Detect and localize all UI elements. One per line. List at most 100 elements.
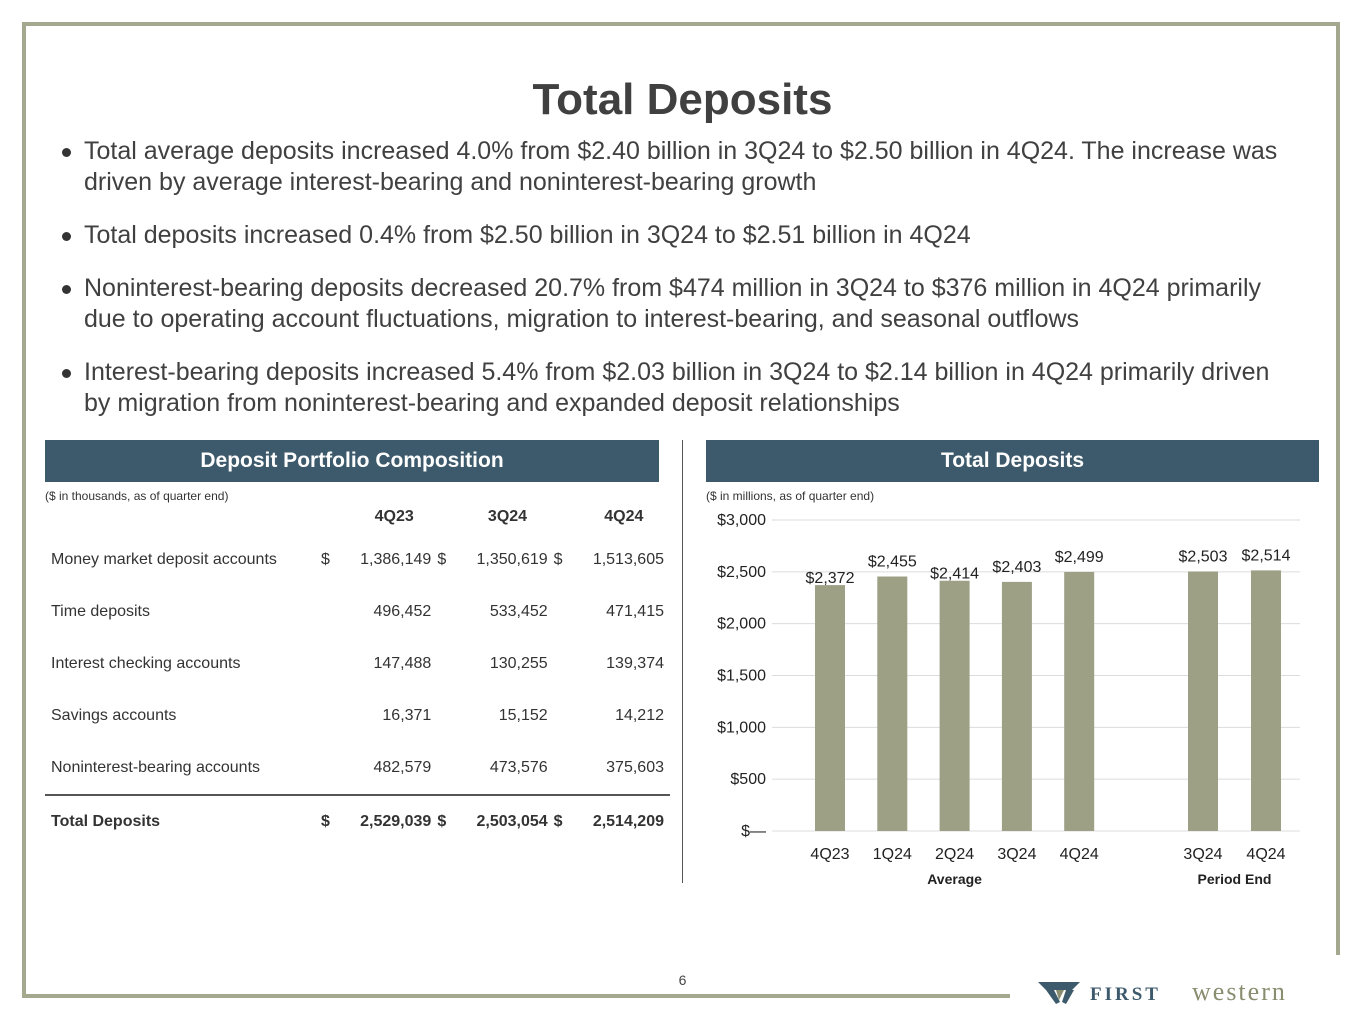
bullet-list: Total average deposits increased 4.0% fr… xyxy=(60,136,1300,441)
table-row: Money market deposit accounts $ 1,386,14… xyxy=(45,534,670,586)
data-label: $2,455 xyxy=(868,553,917,570)
table-row: Time deposits 496,452 533,452 471,415 xyxy=(45,586,670,638)
cell-value: 130,255 xyxy=(489,655,548,672)
currency-sign xyxy=(437,742,451,795)
group-label: Average xyxy=(927,871,982,887)
bullet-item: Interest-bearing deposits increased 5.4%… xyxy=(60,357,1300,419)
data-label: $2,499 xyxy=(1055,549,1104,566)
bullet-text: Total average deposits increased 4.0% fr… xyxy=(84,137,1278,196)
x-tick-label: 4Q24 xyxy=(1060,846,1099,863)
currency-sign xyxy=(554,690,568,742)
currency-sign: $ xyxy=(437,794,452,848)
cell-value: 1,513,605 xyxy=(592,551,664,568)
table-row: Savings accounts 16,371 15,152 14,212 xyxy=(45,690,670,742)
cell-value: 1,350,619 xyxy=(476,551,548,568)
page-number: 6 xyxy=(678,972,687,988)
table-row: Interest checking accounts 147,488 130,2… xyxy=(45,638,670,690)
y-tick-label: $2,500 xyxy=(717,564,766,581)
bullet-text: Noninterest-bearing deposits decreased 2… xyxy=(84,274,1262,333)
y-tick-label: $3,000 xyxy=(717,512,766,529)
currency-sign: $ xyxy=(321,551,330,568)
total-deposits-note: ($ in millions, as of quarter end) xyxy=(706,489,875,503)
cell-value: 533,452 xyxy=(489,603,548,620)
group-label: Period End xyxy=(1198,871,1272,887)
row-label: Time deposits xyxy=(51,603,150,620)
x-tick-label: 4Q23 xyxy=(810,846,849,863)
logo-mark-icon xyxy=(1038,982,1080,1004)
y-tick-label: $1,000 xyxy=(717,719,766,736)
currency-sign xyxy=(554,586,568,638)
bullet-dot xyxy=(62,148,71,157)
currency-sign xyxy=(554,742,568,795)
row-label: Savings accounts xyxy=(51,707,177,724)
bullet-dot xyxy=(62,232,71,241)
cell-value: 375,603 xyxy=(606,759,664,776)
currency-sign xyxy=(321,586,335,638)
currency-sign: $ xyxy=(553,551,563,568)
bar xyxy=(877,576,908,831)
table-total-row: Total Deposits $ 2,529,039 $ 2,503,054 $… xyxy=(45,794,670,848)
data-label: $2,503 xyxy=(1179,549,1228,566)
panel-divider xyxy=(682,440,683,883)
x-tick-label: 3Q24 xyxy=(997,846,1036,863)
bar xyxy=(1251,570,1281,831)
cell-value: 482,579 xyxy=(373,759,432,776)
x-tick-label: 3Q24 xyxy=(1183,846,1222,863)
slide-frame xyxy=(22,22,1340,998)
currency-sign: $ xyxy=(553,794,568,848)
bar xyxy=(1064,571,1095,831)
cell-value: 147,488 xyxy=(373,655,432,672)
currency-sign xyxy=(321,638,335,690)
bullet-text: Total deposits increased 0.4% from $2.50… xyxy=(84,221,971,249)
firstwestern-logo: FIRST western xyxy=(1038,978,1287,1006)
cell-value: 473,576 xyxy=(489,759,548,776)
total-value: 2,529,039 xyxy=(335,794,438,848)
logo-word-western: western xyxy=(1192,978,1287,1006)
row-label: Interest checking accounts xyxy=(51,655,241,672)
cell-value: 496,452 xyxy=(373,603,432,620)
cell-value: 15,152 xyxy=(498,707,548,724)
logo-word-first: FIRST xyxy=(1090,984,1161,1005)
bullet-dot xyxy=(62,369,71,378)
currency-sign xyxy=(437,586,451,638)
bar xyxy=(1188,571,1218,831)
total-label: Total Deposits xyxy=(45,794,321,848)
data-label: $2,514 xyxy=(1242,547,1291,564)
bar xyxy=(939,580,970,831)
currency-sign xyxy=(321,742,335,795)
total-deposits-chart: $— $500 $1,000 $1,500 $2,000 $2,500 $3,000 $2,3… xyxy=(717,512,1300,887)
table-header-row: 4Q23 3Q24 4Q24 xyxy=(45,500,670,534)
deposit-composition-note: ($ in thousands, as of quarter end) xyxy=(45,489,229,503)
frame-gap xyxy=(1010,990,1350,1004)
y-tick-label: $2,000 xyxy=(717,616,766,633)
bullet-text: Interest-bearing deposits increased 5.4%… xyxy=(84,358,1270,417)
currency-sign: $ xyxy=(321,794,335,848)
y-tick-label: $1,500 xyxy=(717,668,766,685)
data-label: $2,372 xyxy=(806,570,855,587)
x-tick-label: 2Q24 xyxy=(935,846,974,863)
currency-sign xyxy=(437,638,451,690)
cell-value: 14,212 xyxy=(615,707,664,724)
table-header-col: 4Q23 xyxy=(374,508,414,525)
deposit-composition-header: Deposit Portfolio Composition xyxy=(45,440,659,482)
y-tick-label: $— xyxy=(741,823,766,840)
row-label: Money market deposit accounts xyxy=(51,551,277,568)
bullet-dot xyxy=(62,285,71,294)
row-label: Noninterest-bearing accounts xyxy=(51,759,261,776)
total-value: 2,514,209 xyxy=(567,794,670,848)
x-tick-label: 1Q24 xyxy=(873,846,912,863)
table-header-col: 4Q24 xyxy=(604,508,644,525)
cell-value: 16,371 xyxy=(382,707,432,724)
bar xyxy=(815,585,845,831)
currency-sign xyxy=(437,690,451,742)
bar xyxy=(1001,581,1032,831)
total-value: 2,503,054 xyxy=(451,794,554,848)
currency-sign xyxy=(554,638,568,690)
y-tick-label: $500 xyxy=(730,771,766,788)
table-header-col: 3Q24 xyxy=(487,508,528,525)
currency-sign: $ xyxy=(437,551,447,568)
bullet-item: Total average deposits increased 4.0% fr… xyxy=(60,136,1300,198)
currency-sign xyxy=(321,690,335,742)
bullet-item: Noninterest-bearing deposits decreased 2… xyxy=(60,273,1300,335)
cell-value: 139,374 xyxy=(606,655,664,672)
